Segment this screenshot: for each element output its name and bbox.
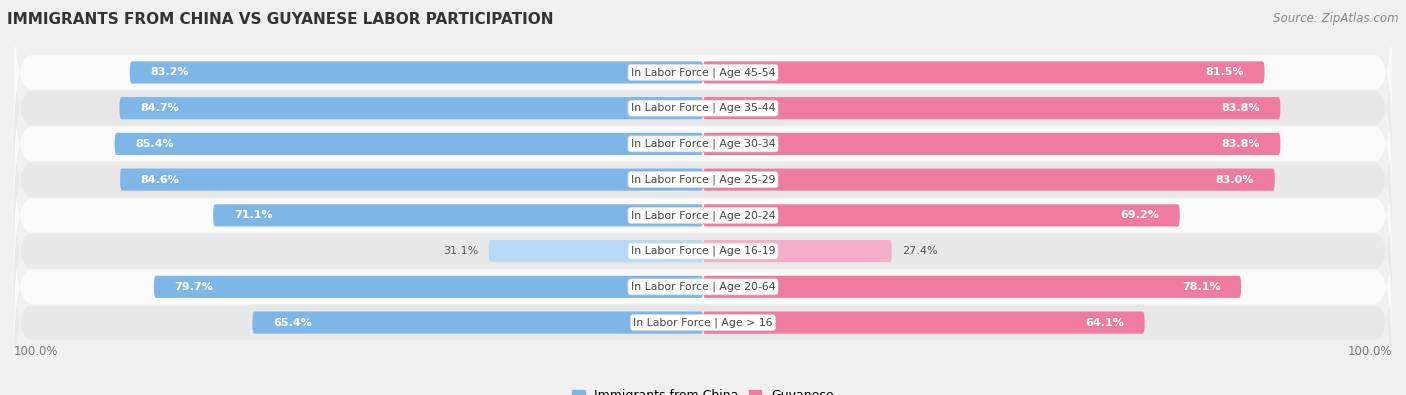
Text: 64.1%: 64.1% xyxy=(1085,318,1123,327)
FancyBboxPatch shape xyxy=(14,0,1392,145)
Text: In Labor Force | Age 20-64: In Labor Force | Age 20-64 xyxy=(631,282,775,292)
FancyBboxPatch shape xyxy=(703,276,1241,298)
FancyBboxPatch shape xyxy=(14,72,1392,216)
Text: 84.6%: 84.6% xyxy=(141,175,180,184)
Text: In Labor Force | Age 16-19: In Labor Force | Age 16-19 xyxy=(631,246,775,256)
FancyBboxPatch shape xyxy=(120,169,703,191)
Text: 83.0%: 83.0% xyxy=(1216,175,1254,184)
FancyBboxPatch shape xyxy=(703,97,1281,119)
Text: 81.5%: 81.5% xyxy=(1205,68,1244,77)
Text: 79.7%: 79.7% xyxy=(174,282,214,292)
Text: In Labor Force | Age 45-54: In Labor Force | Age 45-54 xyxy=(631,67,775,78)
FancyBboxPatch shape xyxy=(253,312,703,334)
FancyBboxPatch shape xyxy=(14,143,1392,288)
Text: 71.1%: 71.1% xyxy=(233,211,273,220)
Text: In Labor Force | Age 35-44: In Labor Force | Age 35-44 xyxy=(631,103,775,113)
Text: 84.7%: 84.7% xyxy=(141,103,179,113)
Text: In Labor Force | Age > 16: In Labor Force | Age > 16 xyxy=(633,317,773,328)
FancyBboxPatch shape xyxy=(120,97,703,119)
FancyBboxPatch shape xyxy=(703,204,1180,226)
Text: 69.2%: 69.2% xyxy=(1121,211,1159,220)
FancyBboxPatch shape xyxy=(489,240,703,262)
FancyBboxPatch shape xyxy=(703,61,1264,83)
Text: 65.4%: 65.4% xyxy=(273,318,312,327)
FancyBboxPatch shape xyxy=(14,179,1392,323)
FancyBboxPatch shape xyxy=(115,133,703,155)
Text: 83.2%: 83.2% xyxy=(150,68,188,77)
Text: 83.8%: 83.8% xyxy=(1222,139,1260,149)
FancyBboxPatch shape xyxy=(14,214,1392,359)
Text: IMMIGRANTS FROM CHINA VS GUYANESE LABOR PARTICIPATION: IMMIGRANTS FROM CHINA VS GUYANESE LABOR … xyxy=(7,12,554,27)
FancyBboxPatch shape xyxy=(703,133,1281,155)
FancyBboxPatch shape xyxy=(14,107,1392,252)
Text: 78.1%: 78.1% xyxy=(1182,282,1220,292)
Text: 83.8%: 83.8% xyxy=(1222,103,1260,113)
Text: 31.1%: 31.1% xyxy=(443,246,478,256)
FancyBboxPatch shape xyxy=(703,169,1275,191)
Text: In Labor Force | Age 30-34: In Labor Force | Age 30-34 xyxy=(631,139,775,149)
FancyBboxPatch shape xyxy=(14,250,1392,395)
Text: 100.0%: 100.0% xyxy=(14,345,59,358)
Text: 27.4%: 27.4% xyxy=(903,246,938,256)
Text: 100.0%: 100.0% xyxy=(1347,345,1392,358)
Text: 85.4%: 85.4% xyxy=(135,139,174,149)
Legend: Immigrants from China, Guyanese: Immigrants from China, Guyanese xyxy=(567,384,839,395)
FancyBboxPatch shape xyxy=(129,61,703,83)
FancyBboxPatch shape xyxy=(214,204,703,226)
FancyBboxPatch shape xyxy=(703,312,1144,334)
Text: In Labor Force | Age 25-29: In Labor Force | Age 25-29 xyxy=(631,174,775,185)
FancyBboxPatch shape xyxy=(153,276,703,298)
FancyBboxPatch shape xyxy=(703,240,891,262)
Text: In Labor Force | Age 20-24: In Labor Force | Age 20-24 xyxy=(631,210,775,221)
FancyBboxPatch shape xyxy=(14,36,1392,181)
Text: Source: ZipAtlas.com: Source: ZipAtlas.com xyxy=(1274,12,1399,25)
